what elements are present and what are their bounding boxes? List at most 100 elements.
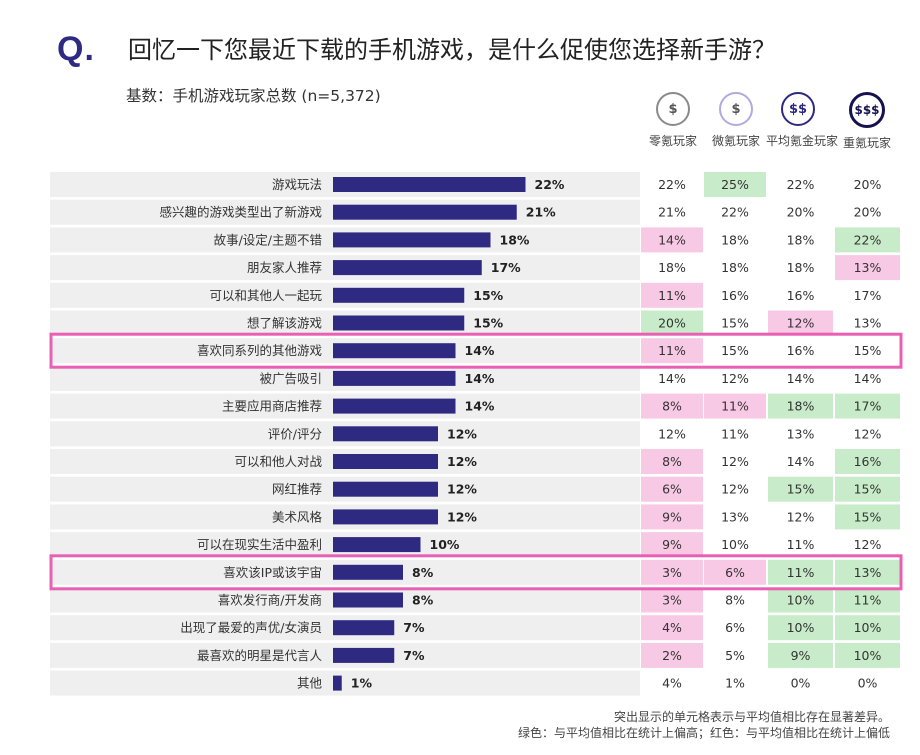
dollar-icon: $ bbox=[656, 92, 690, 126]
segment-cell bbox=[835, 615, 900, 641]
segment-value: 3% bbox=[662, 565, 682, 580]
data-label: 15% bbox=[473, 316, 503, 331]
segment-value: 12% bbox=[854, 426, 882, 441]
segment-value: 15% bbox=[721, 343, 749, 358]
segment-value: 14% bbox=[787, 371, 815, 386]
double-dollar-icon: $$ bbox=[781, 92, 815, 126]
category-label: 出现了最爱的声优/女演员 bbox=[180, 620, 322, 635]
segment-value: 0% bbox=[858, 676, 878, 691]
segment-cell bbox=[835, 421, 900, 447]
segment-cell bbox=[641, 559, 703, 585]
category-label: 被广告吸引 bbox=[259, 371, 322, 386]
segment-cell bbox=[835, 227, 900, 253]
segment-value: 8% bbox=[662, 454, 682, 469]
segment-cell bbox=[704, 172, 766, 197]
segment-cell bbox=[768, 532, 833, 558]
segment-cell bbox=[768, 310, 833, 336]
segment-value: 20% bbox=[854, 205, 882, 220]
category-label: 美术风格 bbox=[272, 509, 323, 524]
page-title: 回忆一下您最近下载的手机游戏，是什么促使您选择新手游？ bbox=[128, 36, 776, 64]
segment-value: 18% bbox=[787, 232, 815, 247]
segment-value: 12% bbox=[721, 454, 749, 469]
segment-value: 12% bbox=[854, 537, 882, 552]
segment-cell bbox=[835, 559, 900, 585]
segment-value: 20% bbox=[854, 177, 882, 192]
category-label: 最喜欢的明星是代言人 bbox=[197, 648, 323, 663]
row-background bbox=[50, 670, 640, 696]
data-label: 10% bbox=[430, 537, 460, 552]
segment-cell bbox=[835, 282, 900, 308]
bar bbox=[333, 177, 526, 192]
segment-cell bbox=[768, 587, 833, 613]
segment-value: 12% bbox=[658, 426, 686, 441]
segment-cell bbox=[641, 199, 703, 225]
segment-cell bbox=[641, 642, 703, 668]
segment-cell bbox=[835, 476, 900, 502]
data-label: 8% bbox=[412, 593, 434, 608]
segment-value: 13% bbox=[854, 316, 882, 331]
segment-value: 15% bbox=[721, 316, 749, 331]
segment-cell bbox=[768, 393, 833, 419]
segment-value: 16% bbox=[721, 288, 749, 303]
segment-value: 22% bbox=[787, 177, 815, 192]
segment-cell bbox=[704, 559, 766, 585]
category-label: 喜欢同系列的其他游戏 bbox=[197, 343, 322, 358]
bar bbox=[333, 426, 438, 442]
segment-cell bbox=[641, 670, 703, 696]
segment-cell bbox=[641, 282, 703, 308]
bar bbox=[333, 398, 456, 414]
base-description: 基数：手机游戏玩家总数 (n=5,372) bbox=[126, 87, 381, 105]
segment-value: 4% bbox=[662, 676, 682, 691]
segment-value: 6% bbox=[725, 620, 745, 635]
segment-value: 10% bbox=[721, 537, 749, 552]
category-label: 网红推荐 bbox=[272, 482, 322, 497]
segment-value: 13% bbox=[854, 260, 882, 275]
segment-label: 平均氪金玩家 bbox=[766, 134, 839, 148]
segment-cell bbox=[704, 421, 766, 447]
segment-cell bbox=[768, 421, 833, 447]
segment-value: 8% bbox=[725, 593, 745, 608]
segment-cell bbox=[768, 504, 833, 530]
segment-cell bbox=[704, 449, 766, 474]
bar bbox=[333, 370, 456, 386]
segment-value: 12% bbox=[787, 316, 815, 331]
segment-cell bbox=[641, 365, 703, 391]
segment-value: 11% bbox=[854, 593, 882, 608]
segment-value: 16% bbox=[787, 288, 815, 303]
segment-label: 重氪玩家 bbox=[842, 136, 891, 150]
segment-cell bbox=[835, 255, 900, 281]
segment-cell bbox=[704, 642, 766, 668]
bar bbox=[333, 592, 403, 608]
data-label: 7% bbox=[403, 648, 425, 663]
segment-value: 9% bbox=[791, 648, 811, 663]
segment-value: 6% bbox=[725, 565, 745, 580]
segment-value: 18% bbox=[721, 260, 749, 275]
segment-cell bbox=[704, 282, 766, 308]
segment-value: 18% bbox=[721, 232, 749, 247]
segment-cell bbox=[835, 642, 900, 668]
segment-header-light-spend: $ 微氪玩家 bbox=[704, 92, 768, 149]
category-label: 游戏玩法 bbox=[272, 177, 322, 192]
segment-cell bbox=[704, 670, 766, 696]
segment-cell bbox=[835, 338, 900, 364]
data-label: 21% bbox=[526, 205, 556, 220]
bar bbox=[333, 454, 438, 469]
category-label: 喜欢发行商/开发商 bbox=[218, 593, 322, 608]
category-label: 朋友家人推荐 bbox=[247, 260, 322, 275]
segment-value: 22% bbox=[658, 177, 686, 192]
segment-value: 4% bbox=[662, 620, 682, 635]
segment-value: 18% bbox=[787, 399, 815, 414]
segment-label: 微氪玩家 bbox=[711, 134, 760, 148]
bar bbox=[333, 343, 456, 359]
segment-value: 1% bbox=[725, 676, 745, 691]
segment-cell bbox=[704, 227, 766, 253]
segment-cell bbox=[704, 532, 766, 558]
segment-value: 9% bbox=[662, 537, 682, 552]
segment-header-zero-spend: $ 零氪玩家 bbox=[641, 92, 705, 149]
segment-value: 0% bbox=[791, 676, 811, 691]
segment-cell bbox=[704, 615, 766, 641]
segment-cell bbox=[641, 615, 703, 641]
segment-value: 12% bbox=[721, 371, 749, 386]
segment-value: 6% bbox=[662, 482, 682, 497]
